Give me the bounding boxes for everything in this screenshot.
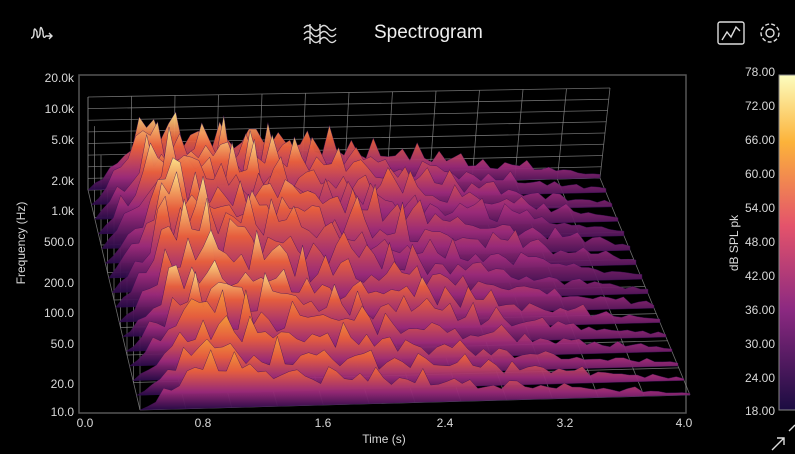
- settings-button[interactable]: [760, 23, 780, 43]
- surface-ribbon: [139, 349, 691, 411]
- colorbar-tick-label: 66.00: [745, 133, 775, 147]
- y-tick-label: 100.0: [44, 306, 74, 320]
- colorbar-tick-label: 48.00: [745, 235, 775, 249]
- y-tick-label: 20.0k: [45, 71, 75, 85]
- colorbar-tick-label: 18.00: [745, 404, 775, 418]
- spectrogram-surface: [87, 111, 691, 411]
- plot-frame: [78, 74, 687, 414]
- colorbar-tick-label: 54.00: [745, 201, 775, 215]
- x-axis-label: Time (s): [362, 432, 406, 446]
- grid-line: [87, 87, 611, 98]
- x-tick-label: 0.0: [77, 416, 94, 430]
- colorbar-tick-label: 60.00: [745, 167, 775, 181]
- surface-ribbon: [132, 315, 679, 381]
- y-tick-label: 20.0: [51, 377, 75, 391]
- plot-mode-button[interactable]: [717, 21, 745, 45]
- plot-area: [78, 74, 691, 414]
- expand-button[interactable]: [771, 424, 795, 451]
- colorbar-tick-label: 78.00: [745, 65, 775, 79]
- ticks: 20.0k 10.0k 5.0k 2.0k 1.0k 500.0 200.0 100.0 50.…: [44, 65, 775, 430]
- y-tick-label: 10.0k: [45, 102, 75, 116]
- x-tick-label: 4.0: [676, 416, 693, 430]
- colorbar-label: dB SPL pk: [727, 214, 741, 271]
- colorbar-tick-label: 72.00: [745, 99, 775, 113]
- colorbar-tick-label: 30.00: [745, 337, 775, 351]
- x-tick-label: 2.4: [437, 416, 454, 430]
- y-tick-label: 10.0: [51, 405, 75, 419]
- y-axis-label: Frequency (Hz): [14, 202, 28, 285]
- y-tick-label: 500.0: [44, 235, 74, 249]
- y-tick-label: 1.0k: [51, 204, 75, 218]
- x-tick-label: 3.2: [557, 416, 574, 430]
- y-tick-label: 200.0: [44, 276, 74, 290]
- colorbar-tick-label: 42.00: [745, 269, 775, 283]
- spectrogram-icon: [303, 24, 337, 44]
- grid-line: [87, 98, 609, 110]
- x-tick-label: 1.6: [315, 416, 332, 430]
- colorbar: [778, 74, 795, 411]
- colorbar-tick-label: 36.00: [745, 303, 775, 317]
- screen-title: Spectrogram: [374, 22, 483, 43]
- x-tick-label: 0.8: [195, 416, 212, 430]
- y-tick-label: 50.0: [51, 337, 75, 351]
- y-tick-label: 2.0k: [51, 174, 75, 188]
- y-tick-label: 5.0k: [51, 133, 75, 147]
- colorbar-tick-label: 24.00: [745, 371, 775, 385]
- waveform-button[interactable]: [30, 26, 53, 40]
